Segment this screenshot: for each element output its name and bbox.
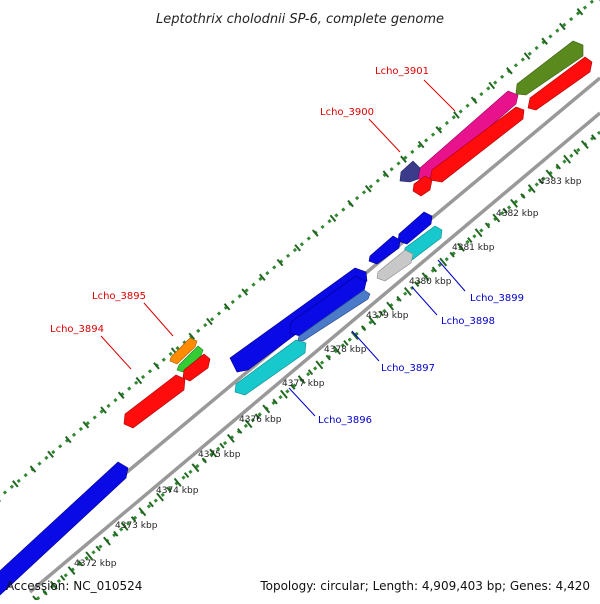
gene-shape-lcho-3894[interactable]: [124, 375, 185, 428]
tick-label-4383: 4383 kbp: [539, 177, 582, 187]
gene-label-lcho-3897[interactable]: Lcho_3897: [381, 363, 435, 374]
callout-line-lcho-3894: [101, 336, 131, 369]
topology-value: circular: [320, 579, 364, 593]
gc-dotted-line-upper: [0, 0, 600, 505]
callout-line-lcho-3900: [369, 119, 400, 152]
length-value: 4,909,403 bp: [422, 579, 502, 593]
tick-label-4375: 4375 kbp: [198, 450, 241, 460]
accession-label: Accession:: [6, 579, 69, 593]
tick-label-4374: 4374 kbp: [156, 486, 199, 496]
accession-value: NC_010524: [73, 579, 142, 593]
callout-line-lcho-3896: [289, 388, 315, 416]
gene-label-lcho-3894[interactable]: Lcho_3894: [50, 324, 104, 335]
gene-label-lcho-3898[interactable]: Lcho_3898: [441, 316, 495, 327]
genes-label: Genes:: [510, 579, 552, 593]
tick-label-4379: 4379 kbp: [366, 311, 409, 321]
gene-label-lcho-3896[interactable]: Lcho_3896: [318, 415, 372, 426]
accession-info: Accession: NC_010524: [6, 579, 142, 593]
tick-label-4381: 4381 kbp: [452, 243, 495, 253]
reverse-strand-genes: [0, 212, 442, 595]
tick-mark: [330, 215, 335, 221]
gene-label-lcho-3899[interactable]: Lcho_3899: [470, 293, 524, 304]
gene-label-lcho-3895[interactable]: Lcho_3895: [92, 291, 146, 302]
tick-mark: [489, 82, 494, 88]
length-label: Length:: [373, 579, 418, 593]
callout-line-lcho-3901: [424, 80, 455, 111]
genome-summary: Topology: circular; Length: 4,909,403 bp…: [260, 579, 590, 593]
forward-strand-genes: [124, 41, 592, 428]
tick-label-4378: 4378 kbp: [324, 345, 367, 355]
gene-shape-lcho-3900[interactable]: [400, 161, 420, 182]
tick-label-4372: 4372 kbp: [74, 559, 117, 569]
tick-label-4376: 4376 kbp: [239, 415, 282, 425]
tick-mark: [185, 473, 189, 478]
tick-label-4382: 4382 kbp: [496, 209, 539, 219]
gene-label-lcho-3901[interactable]: Lcho_3901: [375, 66, 429, 77]
map-title: Leptothrix cholodnii SP-6, complete geno…: [156, 12, 444, 27]
tick-mark: [220, 443, 224, 448]
tick-mark: [13, 481, 18, 487]
tick-label-4377: 4377 kbp: [282, 379, 325, 389]
tick-label-4380: 4380 kbp: [409, 277, 452, 287]
genes-value: 4,420: [556, 579, 590, 593]
tick-label-4373: 4373 kbp: [115, 521, 158, 531]
topology-label: Topology:: [260, 579, 316, 593]
callout-line-lcho-3895: [144, 303, 173, 336]
callout-line-lcho-3898: [412, 287, 437, 315]
gene-label-lcho-3900[interactable]: Lcho_3900: [320, 107, 374, 118]
